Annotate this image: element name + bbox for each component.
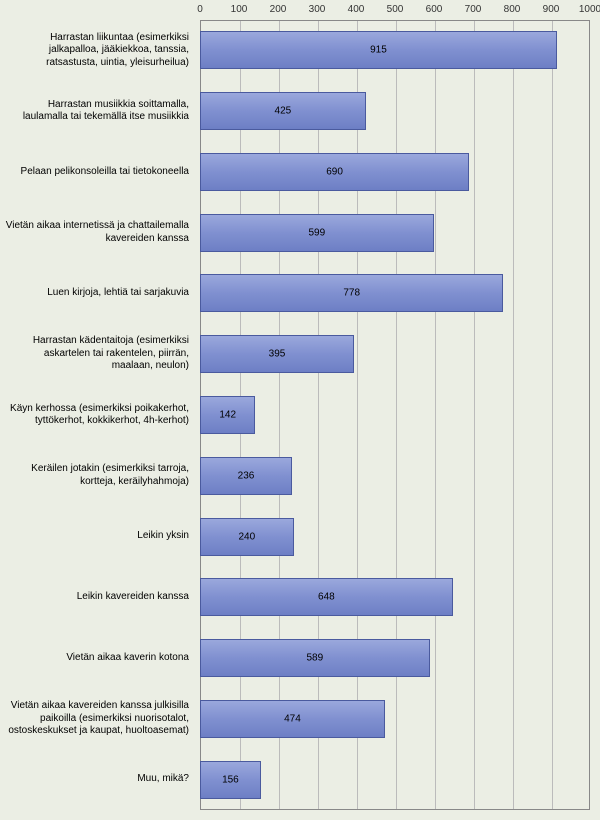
gridline — [279, 21, 280, 809]
category-label: Harrastan kädentaitoja (esimerkiksi aska… — [5, 330, 195, 378]
gridline — [552, 21, 553, 809]
category-label: Vietän aikaa internetissä ja chattailema… — [5, 209, 195, 257]
plot-area — [200, 20, 590, 810]
x-tick-label: 800 — [504, 4, 521, 15]
bar-value-label: 474 — [201, 713, 384, 724]
bar-value-label: 395 — [201, 349, 353, 360]
category-label: Vietän aikaa kaverin kotona — [5, 634, 195, 682]
category-label: Leikin kavereiden kanssa — [5, 573, 195, 621]
category-label: Pelaan pelikonsoleilla tai tietokoneella — [5, 148, 195, 196]
category-label: Käyn kerhossa (esimerkiksi poikakerhot, … — [5, 391, 195, 439]
bar: 778 — [200, 274, 503, 312]
bar: 648 — [200, 578, 453, 616]
bar-value-label: 156 — [201, 774, 260, 785]
bar: 240 — [200, 518, 294, 556]
bar-value-label: 648 — [201, 592, 452, 603]
bar: 425 — [200, 92, 366, 130]
category-label: Harrastan liikuntaa (esimerkiksi jalkapa… — [5, 26, 195, 74]
bar-value-label: 915 — [201, 45, 556, 56]
category-label: Muu, mikä? — [5, 756, 195, 804]
category-label: Luen kirjoja, lehtiä tai sarjakuvia — [5, 269, 195, 317]
x-tick-label: 500 — [387, 4, 404, 15]
x-tick-label: 400 — [348, 4, 365, 15]
category-label: Vietän aikaa kavereiden kanssa julkisill… — [5, 695, 195, 743]
bar: 395 — [200, 335, 354, 373]
x-tick-label: 700 — [465, 4, 482, 15]
gridline — [318, 21, 319, 809]
bar-value-label: 142 — [201, 410, 254, 421]
bar-value-label: 599 — [201, 227, 433, 238]
x-tick-label: 200 — [270, 4, 287, 15]
bar-value-label: 690 — [201, 166, 468, 177]
bar: 474 — [200, 700, 385, 738]
bar-chart: 0 100 200 300 400 500 600 700 800 900 1000 Harrasta… — [0, 0, 600, 820]
bar: 156 — [200, 761, 261, 799]
gridline — [357, 21, 358, 809]
x-tick-label: 300 — [309, 4, 326, 15]
category-label: Leikin yksin — [5, 513, 195, 561]
gridline — [396, 21, 397, 809]
gridline — [435, 21, 436, 809]
bar: 142 — [200, 396, 255, 434]
x-tick-label: 1000 — [579, 4, 600, 15]
bar: 690 — [200, 153, 469, 191]
gridline — [513, 21, 514, 809]
x-tick-label: 100 — [231, 4, 248, 15]
x-tick-label: 600 — [426, 4, 443, 15]
bar-value-label: 589 — [201, 653, 429, 664]
bar: 589 — [200, 639, 430, 677]
category-label: Harrastan musiikkia soittamalla, laulama… — [5, 87, 195, 135]
bar-value-label: 240 — [201, 531, 293, 542]
bar-value-label: 778 — [201, 288, 502, 299]
category-label: Keräilen jotakin (esimerkiksi tarroja, k… — [5, 452, 195, 500]
bar: 599 — [200, 214, 434, 252]
gridline — [474, 21, 475, 809]
bar-value-label: 236 — [201, 470, 291, 481]
x-tick-label: 0 — [197, 4, 203, 15]
bar: 236 — [200, 457, 292, 495]
x-tick-label: 900 — [543, 4, 560, 15]
bar-value-label: 425 — [201, 106, 365, 117]
bar: 915 — [200, 31, 557, 69]
